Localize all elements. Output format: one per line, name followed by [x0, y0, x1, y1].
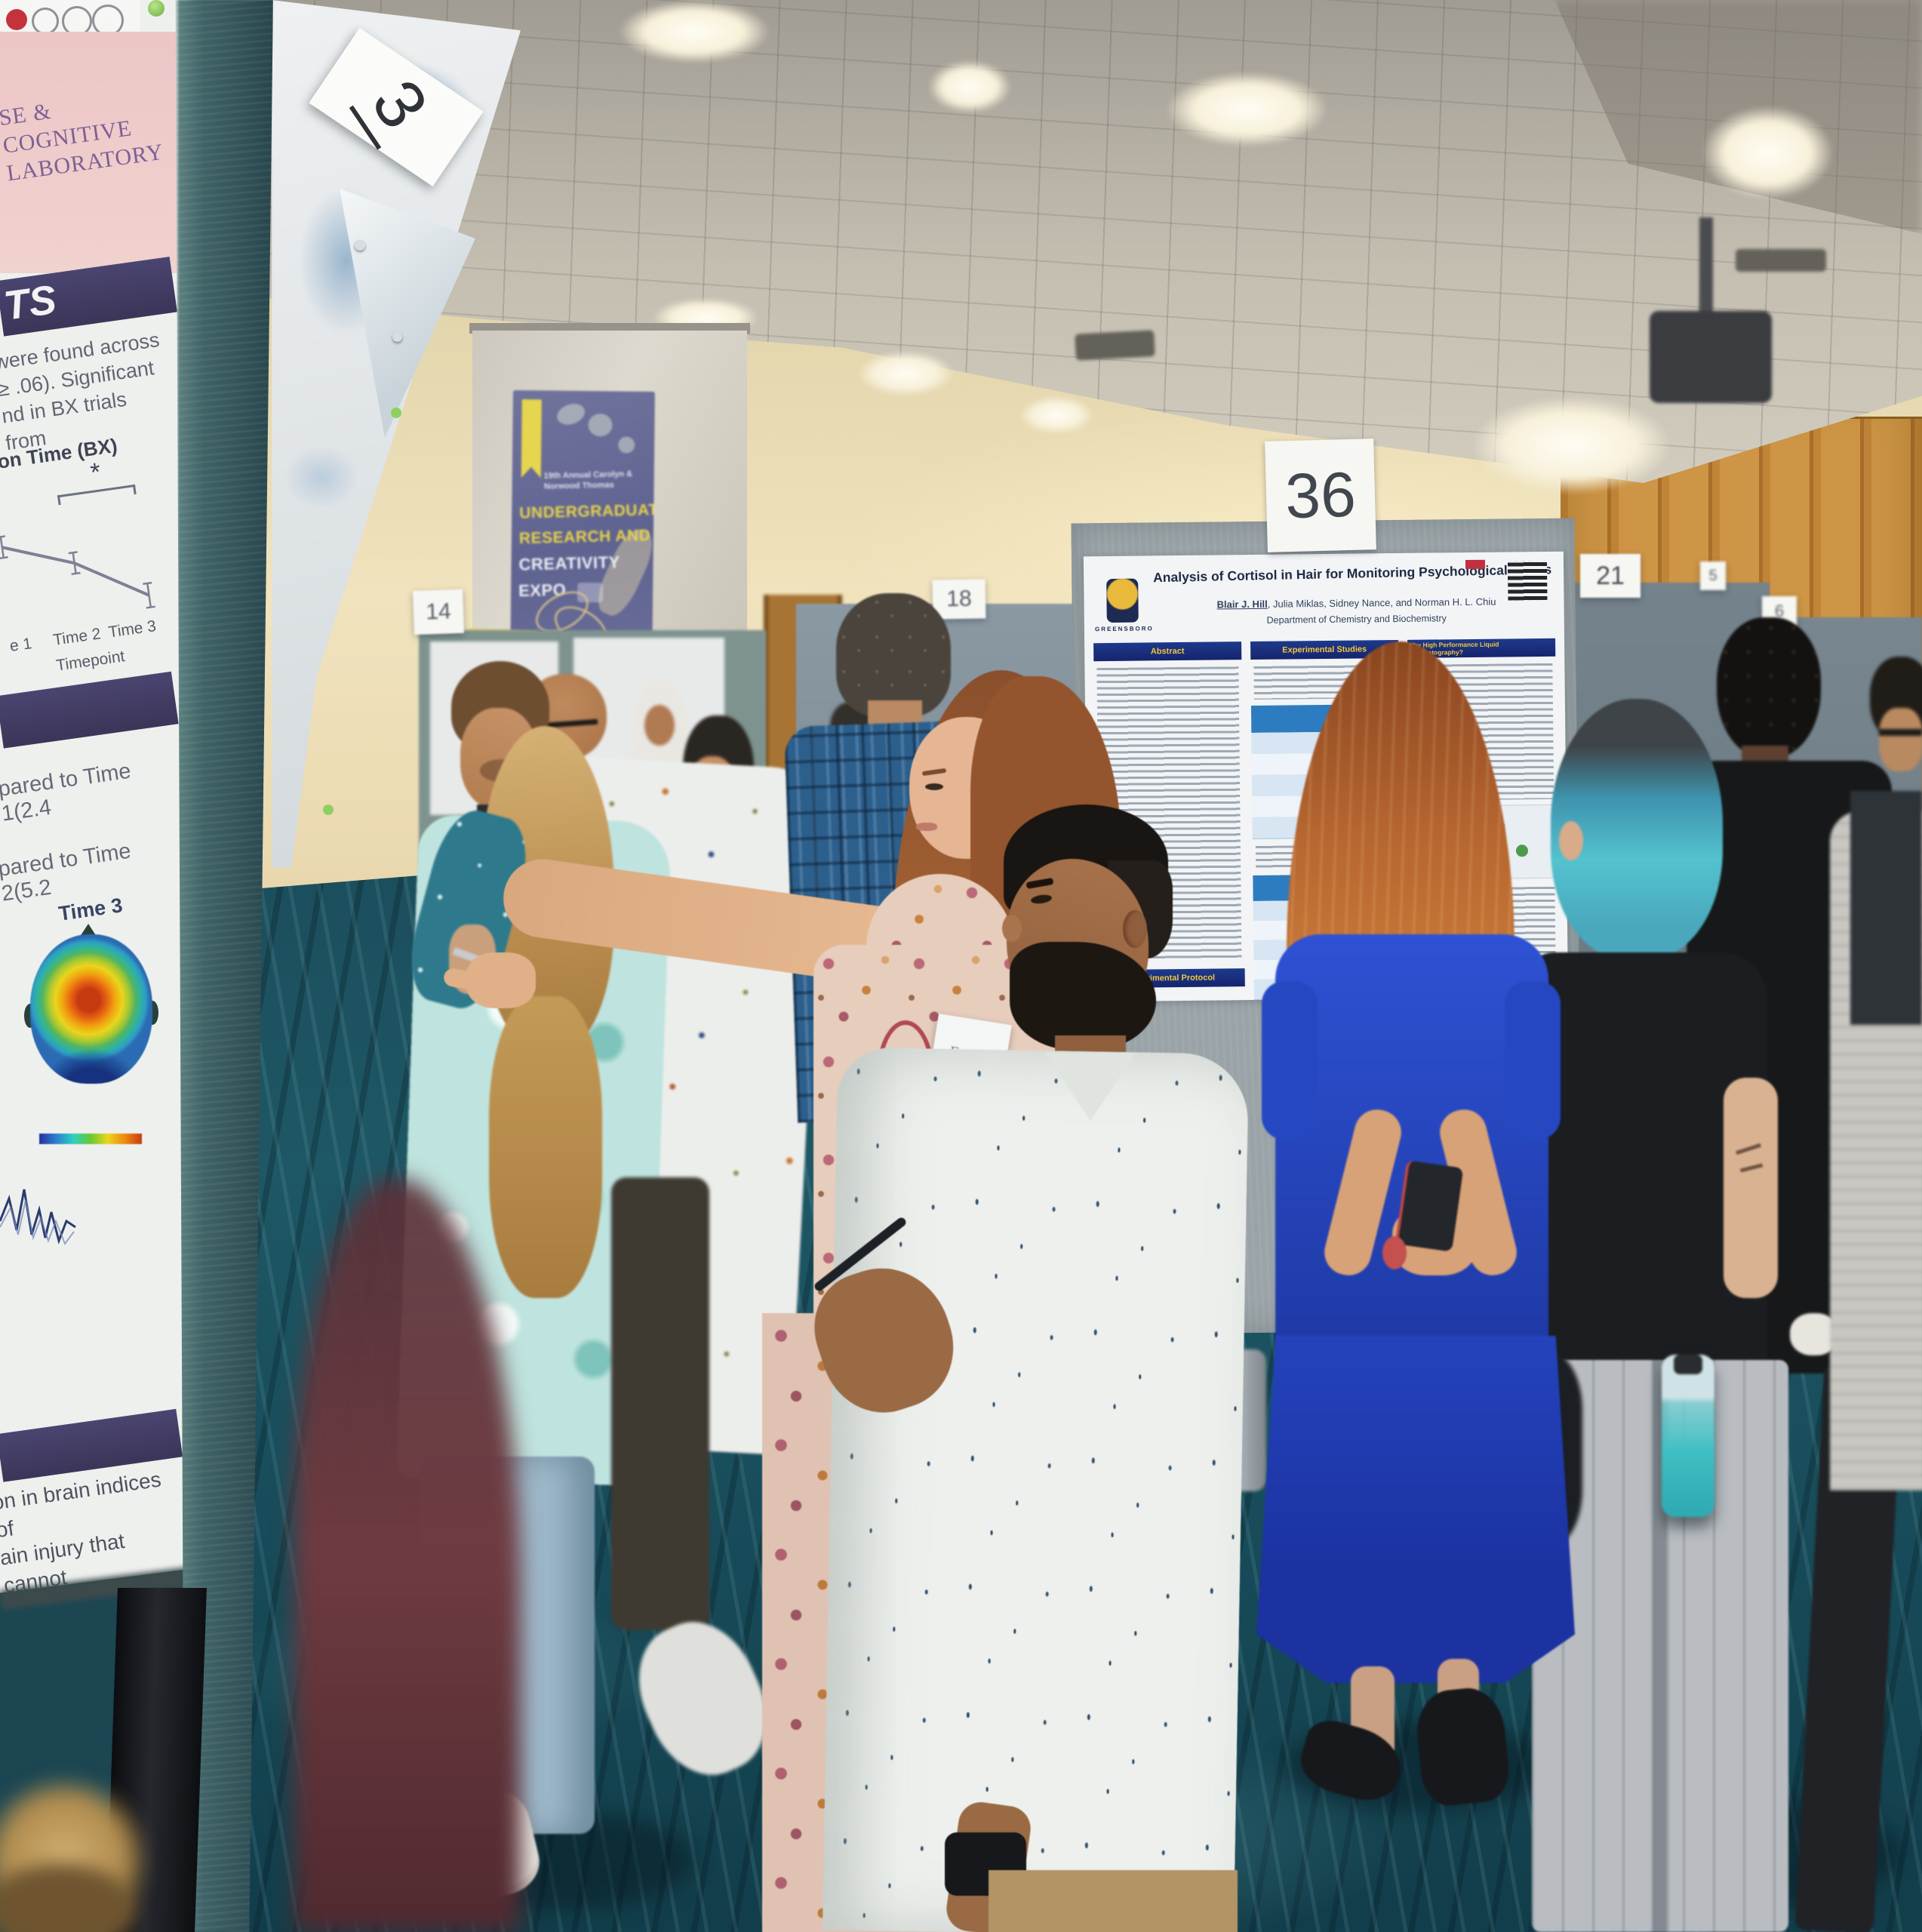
green-pushpin-icon: [148, 0, 165, 17]
lab-logo-block: SE & COGNITIVE LABORATORY: [0, 32, 180, 273]
ceiling-light: [1471, 396, 1671, 494]
ceiling-light: [1166, 72, 1328, 147]
blue-dress-top: [1275, 934, 1548, 1345]
ceiling-vent: [1075, 330, 1155, 361]
red-dot-logo-icon: [6, 9, 27, 30]
finding-text-2: pared to Time 2(5.2: [0, 838, 133, 906]
board-number-label: 5: [1708, 567, 1717, 584]
heart-doodle-icon: [588, 414, 613, 437]
teal-water-bottle: [1662, 1355, 1714, 1517]
rainbow-colorbar: [39, 1134, 142, 1144]
other-authors: , Julia Miklas, Sidney Nance, and Norman…: [1267, 595, 1496, 610]
eeg-topomap: [30, 934, 152, 1084]
ceiling-projector: [1650, 311, 1772, 403]
board-number-label: 21: [1596, 561, 1625, 590]
uncg-spartan-logo-icon: [1106, 578, 1139, 623]
dark-top: [1850, 791, 1922, 1025]
expo-slide: 19th Annual Carolyn & Norwood Thomas UND…: [510, 390, 655, 669]
dress-skirt: [1256, 1336, 1575, 1683]
green-pushpin-icon: [323, 804, 334, 815]
section-header-abstract: Abstract: [1093, 641, 1242, 662]
projector-arm: [1699, 217, 1713, 317]
board-number-label: 3: [349, 64, 443, 150]
x-tick: e 1: [8, 635, 33, 655]
lab-name: SE & COGNITIVE LABORATORY: [0, 81, 180, 188]
pant-leg: [611, 1177, 709, 1630]
slide-subtitle: 19th Annual Carolyn & Norwood Thomas: [543, 468, 651, 491]
glasses-icon: [1879, 729, 1922, 736]
board-number-label: 6: [1774, 601, 1785, 620]
silver-pushpin-icon: [392, 332, 402, 342]
poster-title: Analysis of Cortisol in Hair for Monitor…: [1152, 561, 1552, 586]
lab-name-line: SE &: [0, 98, 54, 131]
khaki-pants: [989, 1870, 1238, 1932]
beard: [1010, 942, 1156, 1051]
green-pushpin-icon: [391, 408, 401, 418]
ear: [1123, 910, 1147, 948]
gray-hair: [836, 593, 951, 717]
reaction-time-chart: tion Time (BX) * e 1 Time 2 Time 3 Timep…: [0, 429, 183, 700]
board-number-label: 14: [425, 598, 452, 625]
significance-star: *: [88, 457, 103, 488]
ceiling-light: [619, 0, 770, 63]
board-number-card-14: 14: [413, 589, 464, 635]
results-poster: SE & COGNITIVE LABORATORY TS were found …: [0, 0, 190, 1593]
poster-authors: Blair J. Hill, Julia Miklas, Sidney Nanc…: [1153, 595, 1559, 611]
ceiling-vent: [1736, 249, 1826, 272]
slide-title-line2: RESEARCH AND: [518, 526, 651, 548]
topomap-label: Time 3: [57, 894, 125, 925]
arm: [1724, 1078, 1778, 1298]
sleeve-left: [1262, 981, 1318, 1140]
sweater: [1830, 811, 1922, 1491]
sig-bracket-tick: [132, 484, 137, 495]
x-axis-label: Timepoint: [55, 648, 126, 675]
red-flag-mark: [1465, 559, 1486, 570]
board-number-card-3: 3: [309, 27, 484, 187]
slide-title-line3: CREATIVITY: [518, 552, 620, 574]
bottle-cap: [1674, 1355, 1702, 1374]
cheek: [1559, 821, 1583, 860]
qr-code: [1507, 560, 1548, 601]
leaf-doodle-icon: [554, 400, 588, 429]
hair-length: [489, 996, 602, 1298]
board-number-card-36: 36: [1265, 438, 1376, 552]
white-patterned-shirt: [822, 1047, 1250, 1932]
poster-department: Department of Chemistry and Biochemistry: [1266, 613, 1447, 626]
ceiling-light: [1019, 396, 1094, 434]
face: [644, 705, 675, 746]
board-number-label: 36: [1284, 458, 1357, 532]
vial-icon: [1515, 844, 1529, 857]
eye: [925, 783, 943, 790]
ceiling-light: [1702, 106, 1834, 200]
phone: [1395, 1160, 1464, 1252]
circle-logo-icon: [32, 8, 59, 35]
ribbon-icon: [521, 399, 542, 478]
face: [1879, 708, 1922, 771]
silver-pushpin-icon: [355, 240, 365, 251]
foreground-blur-person: [294, 1177, 521, 1932]
board-number-card-5: 5: [1700, 561, 1726, 590]
lips: [916, 823, 937, 831]
red-keychain: [1382, 1236, 1407, 1269]
slide-subtitle-line2: Norwood Thomas: [543, 480, 614, 491]
board-number-label: 18: [946, 586, 972, 612]
line-plot: [0, 535, 155, 609]
slide-title-line1: UNDERGRADUATE: [518, 500, 655, 522]
twists-hair: [1717, 617, 1821, 759]
erp-waveform: [0, 1189, 76, 1246]
first-author: Blair J. Hill: [1216, 598, 1268, 611]
ceiling-light: [928, 60, 1011, 113]
board-number-3-wrap: 3: [308, 27, 497, 266]
uncg-brand-text: GREENSBORO: [1094, 625, 1154, 633]
sleeve-right: [1505, 981, 1561, 1140]
board-number-card-18: 18: [932, 579, 986, 620]
ceiling-light: [856, 351, 955, 396]
finding-text-1: pared to Time 1(2.4: [0, 758, 133, 826]
nose: [1002, 915, 1022, 942]
slide-subtitle-line1: 19th Annual Carolyn &: [543, 469, 633, 481]
board-number-card-21: 21: [1580, 554, 1641, 598]
doodle-icon: [618, 436, 635, 454]
